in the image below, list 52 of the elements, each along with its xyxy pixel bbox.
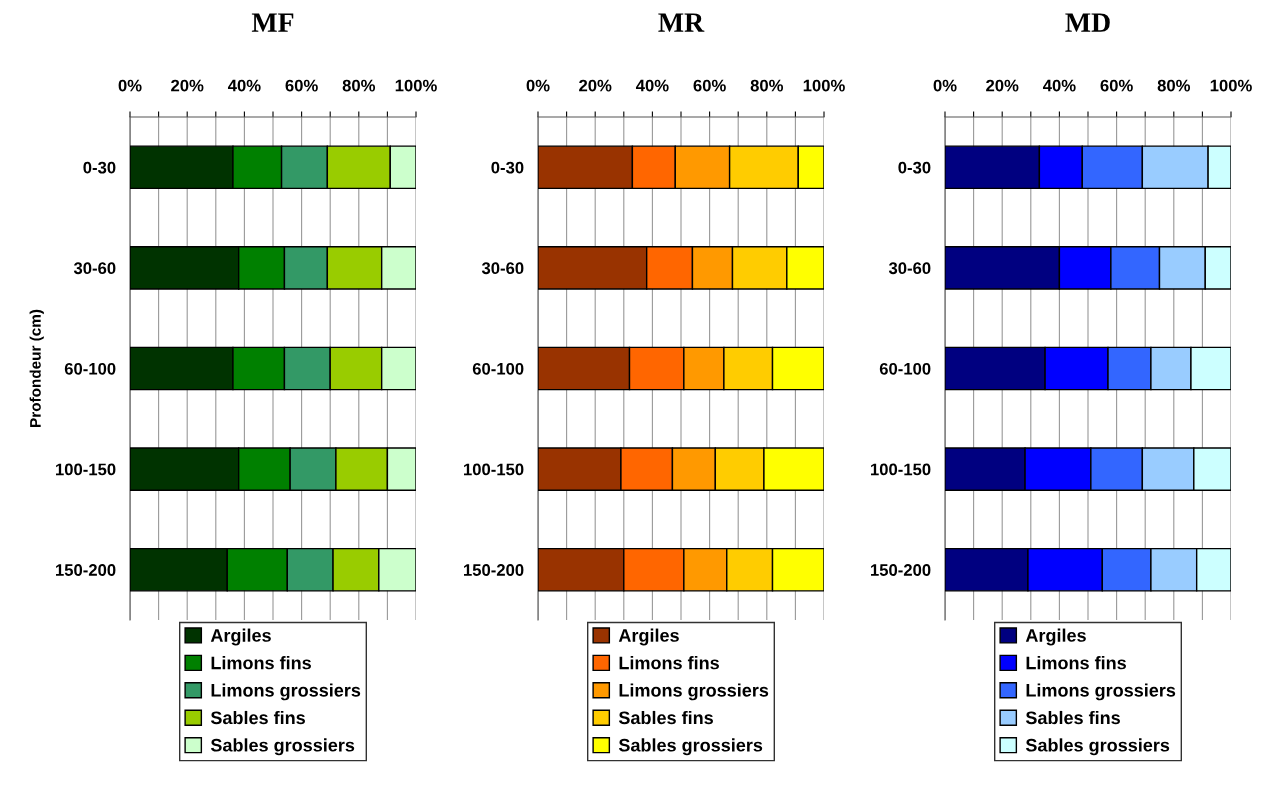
- x-tick-label: 0%: [933, 79, 957, 92]
- y-tick-label: 150-200: [56, 564, 116, 576]
- chart-title: MR: [658, 13, 705, 32]
- legend-label: Sables fins: [210, 710, 305, 725]
- chart-title: MD: [1065, 13, 1110, 32]
- legend-label: Limons grossiers: [211, 683, 361, 701]
- chart-title: MF: [251, 13, 294, 32]
- y-tick-label: 30-60: [888, 262, 931, 275]
- x-tick-label: 100%: [395, 79, 437, 92]
- y-tick-label: 100-150: [464, 463, 524, 476]
- legend-label: Limons grossiers: [1026, 683, 1176, 701]
- y-tick-label: 150-200: [871, 564, 931, 576]
- legend-label: Limons fins: [619, 656, 719, 670]
- legend-label: Sables grossiers: [618, 738, 763, 756]
- legend-label: Limons grossiers: [619, 683, 769, 701]
- y-tick-label: 60-100: [879, 362, 931, 375]
- y-tick-label: 150-200: [464, 564, 524, 576]
- y-tick-label: 0-30: [898, 161, 931, 174]
- y-tick-label: 60-100: [472, 362, 524, 375]
- x-tick-label: 0%: [118, 79, 142, 92]
- legend-label: Limons fins: [211, 656, 311, 670]
- y-tick-label: 0-30: [491, 161, 524, 174]
- x-tick-label: 60%: [1100, 79, 1133, 92]
- legend-label: Argiles: [618, 628, 679, 646]
- y-axis-title: Profondeur (cm): [29, 309, 44, 427]
- y-tick-label: 60-100: [64, 362, 116, 375]
- x-tick-label: 40%: [227, 79, 261, 92]
- y-tick-label: 30-60: [73, 262, 116, 275]
- y-tick-label: 100-150: [56, 463, 116, 476]
- y-tick-label: 0-30: [83, 161, 116, 174]
- x-tick-label: 20%: [171, 79, 204, 92]
- legend-label: Limons fins: [1026, 656, 1126, 670]
- x-tick-label: 0%: [526, 79, 550, 92]
- x-tick-label: 60%: [285, 79, 318, 92]
- x-tick-label: 60%: [693, 79, 726, 92]
- legend-label: Argiles: [1025, 628, 1086, 646]
- legend-label: Sables grossiers: [1025, 738, 1170, 756]
- legend-label: Argiles: [210, 628, 271, 646]
- x-tick-label: 80%: [750, 79, 784, 92]
- x-tick-label: 100%: [1210, 79, 1252, 92]
- x-tick-label: 20%: [986, 79, 1019, 92]
- y-tick-label: 100-150: [871, 463, 931, 476]
- legend-label: Sables fins: [618, 710, 713, 725]
- x-tick-label: 20%: [579, 79, 612, 92]
- x-tick-label: 40%: [1042, 79, 1076, 92]
- legend-label: Sables fins: [1025, 710, 1120, 725]
- x-tick-label: 80%: [342, 79, 376, 92]
- x-tick-label: 40%: [635, 79, 669, 92]
- legend-label: Sables grossiers: [210, 738, 355, 756]
- y-tick-label: 30-60: [481, 262, 524, 275]
- x-tick-label: 80%: [1157, 79, 1191, 92]
- x-tick-label: 100%: [803, 79, 845, 92]
